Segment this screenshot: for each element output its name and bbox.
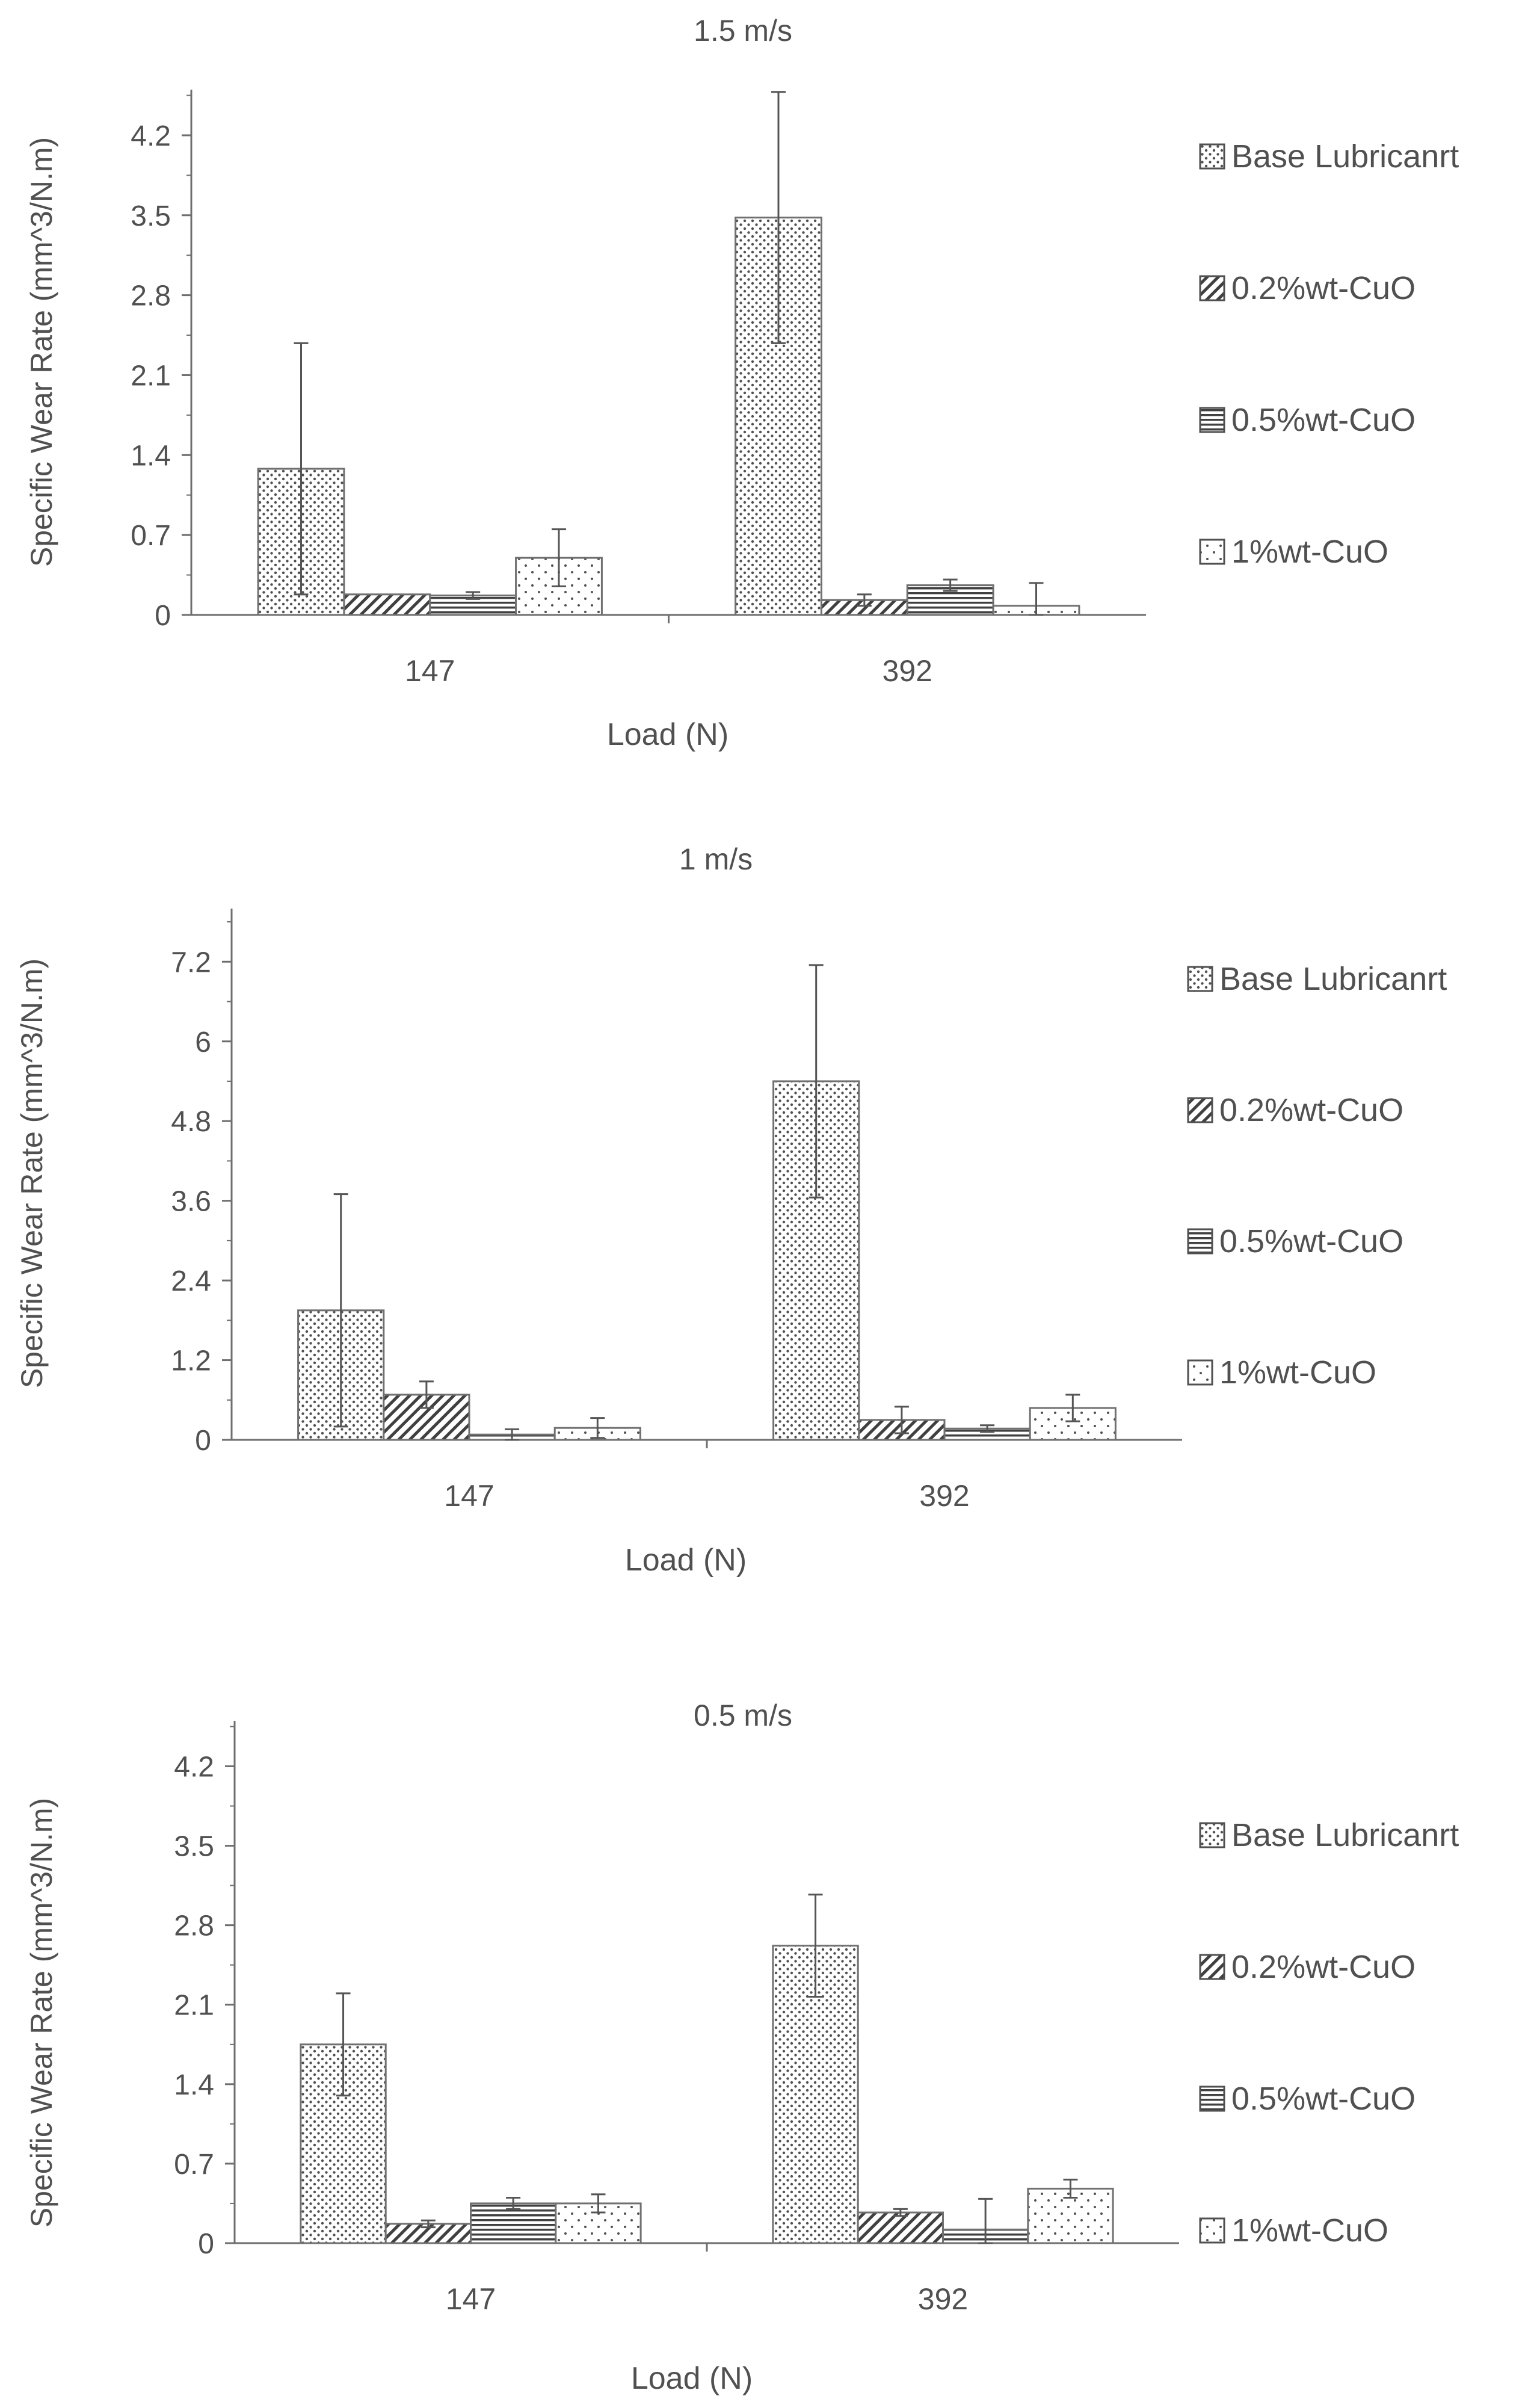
legend-swatch [1199, 143, 1225, 170]
legend-item: 0.5%wt-CuO [1199, 2081, 1416, 2117]
y-tick-label: 4.2 [131, 120, 171, 152]
legend-item: 0.5%wt-CuO [1199, 402, 1416, 438]
x-axis-label: Load (N) [625, 1543, 747, 1578]
y-tick-label: 3.5 [131, 200, 171, 232]
legend-label: 0.5%wt-CuO [1231, 402, 1416, 438]
chart-panel-2: 1 m/s 0 1.2 2.4 3.6 4.8 6 7.2 147 392 Specific W… [15, 842, 1447, 1578]
x-axis-label: Load (N) [607, 717, 729, 752]
legend-item: 1%wt-CuO [1199, 2212, 1388, 2249]
legend-label: 0.5%wt-CuO [1219, 1223, 1403, 1259]
chart-title: 1.5 m/s [694, 14, 792, 48]
x-tick-label: 147 [446, 2282, 496, 2316]
y-tick-label: 0.7 [174, 2149, 214, 2181]
y-tick-label: 2.1 [174, 1990, 214, 2022]
legend: Base Lubricanrt 0.2%wt-CuO 0.5%wt-CuO 1%wt… [1199, 138, 1459, 570]
legend-swatch [1199, 1822, 1225, 1848]
x-tick-label: 147 [444, 1479, 494, 1513]
plot-area: 0 0.7 1.4 2.1 2.8 3.5 4.2 147 392 [174, 1721, 1179, 2316]
legend-item: Base Lubricanrt [1199, 138, 1459, 174]
legend-swatch [1187, 966, 1213, 992]
y-tick-label: 3.5 [174, 1831, 214, 1863]
legend-swatch [1187, 1228, 1213, 1255]
y-tick-label: 6 [195, 1026, 211, 1058]
y-axis-label: Specific Wear Rate (mm^3/N.m) [15, 959, 49, 1388]
y-axis-label: Specific Wear Rate (mm^3/N.m) [25, 137, 58, 567]
y-axis-label: Specific Wear Rate (mm^3/N.m) [25, 1798, 58, 2227]
legend-label: 0.5%wt-CuO [1231, 2081, 1416, 2117]
y-tick-label: 0 [195, 1425, 211, 1457]
legend-label: Base Lubricanrt [1231, 1817, 1459, 1853]
legend-item: Base Lubricanrt [1199, 1817, 1459, 1853]
chart-panel-3: 0.5 m/s 0 0.7 1.4 2.1 2.8 3.5 4.2 147 392 Specif… [25, 1699, 1459, 2396]
y-tick-label: 4.8 [171, 1106, 211, 1138]
y-tick-label: 7.2 [171, 946, 211, 978]
x-tick-label: 147 [405, 654, 455, 688]
y-tick-label: 1.4 [131, 440, 171, 472]
plot-area: 0 1.2 2.4 3.6 4.8 6 7.2 147 392 [171, 909, 1182, 1513]
legend-swatch [1199, 407, 1225, 433]
legend-label: 1%wt-CuO [1219, 1354, 1376, 1391]
legend-label: Base Lubricanrt [1231, 138, 1459, 174]
legend-label: 0.2%wt-CuO [1219, 1092, 1403, 1128]
y-tick-label: 2.4 [171, 1265, 211, 1297]
legend-item: 0.2%wt-CuO [1187, 1092, 1403, 1128]
y-tick-label: 3.6 [171, 1186, 211, 1218]
y-tick-label: 0 [155, 600, 171, 632]
legend-label: 0.2%wt-CuO [1231, 270, 1416, 306]
x-tick-label: 392 [918, 2282, 968, 2316]
y-tick-label: 0 [198, 2228, 214, 2260]
chart-title: 0.5 m/s [694, 1699, 792, 1732]
plot-area: 0 0.7 1.4 2.1 2.8 3.5 4.2 147 392 [131, 90, 1146, 688]
legend-item: Base Lubricanrt [1187, 961, 1447, 997]
legend-label: 1%wt-CuO [1231, 2212, 1388, 2249]
legend-swatch [1199, 2085, 1225, 2112]
bar [383, 1394, 470, 1441]
legend-swatch [1187, 1097, 1213, 1123]
legend: Base Lubricanrt 0.2%wt-CuO 0.5%wt-CuO 1%wt… [1187, 961, 1447, 1391]
legend-label: Base Lubricanrt [1219, 961, 1447, 997]
legend-item: 1%wt-CuO [1187, 1354, 1376, 1391]
legend-swatch [1199, 275, 1225, 301]
legend-item: 0.5%wt-CuO [1187, 1223, 1403, 1259]
x-tick-label: 392 [883, 654, 932, 688]
legend: Base Lubricanrt 0.2%wt-CuO 0.5%wt-CuO 1%wt… [1199, 1817, 1459, 2249]
legend-item: 0.2%wt-CuO [1199, 1949, 1416, 1985]
x-tick-label: 392 [919, 1479, 969, 1513]
legend-swatch [1187, 1359, 1213, 1386]
legend-label: 1%wt-CuO [1231, 534, 1388, 570]
y-tick-label: 1.2 [171, 1345, 211, 1377]
y-tick-label: 2.1 [131, 360, 171, 392]
y-tick-label: 0.7 [131, 520, 171, 552]
legend-swatch [1199, 539, 1225, 565]
y-tick-label: 1.4 [174, 2069, 214, 2101]
y-tick-label: 2.8 [174, 1910, 214, 1942]
bar [343, 593, 431, 616]
chart-title: 1 m/s [679, 842, 753, 876]
chart-panel-1: 1.5 m/s 0 0.7 1.4 2.1 2.8 3.5 4.2 147 392 Specif… [25, 14, 1459, 752]
legend-item: 0.2%wt-CuO [1199, 270, 1416, 306]
legend-swatch [1199, 2217, 1225, 2244]
legend-swatch [1199, 1954, 1225, 1980]
bar [300, 2043, 387, 2244]
legend-item: 1%wt-CuO [1199, 534, 1388, 570]
y-tick-label: 4.2 [174, 1751, 214, 1783]
x-axis-label: Load (N) [631, 2361, 753, 2396]
legend-label: 0.2%wt-CuO [1231, 1949, 1416, 1985]
bar [857, 2211, 944, 2244]
y-tick-label: 2.8 [131, 280, 171, 312]
